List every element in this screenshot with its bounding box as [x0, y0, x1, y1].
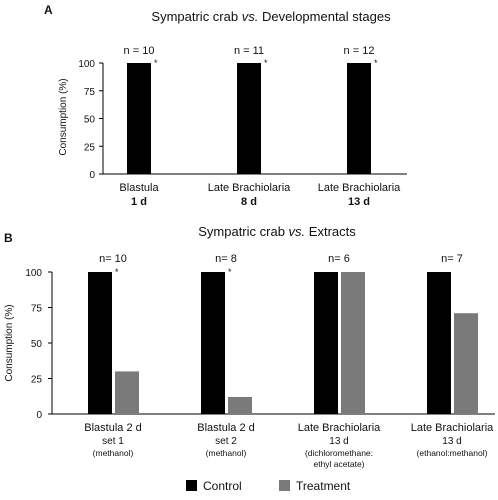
panel-a-x-tick-sublabel: 8 d	[241, 196, 257, 208]
panel-a-y-tick-label: 75	[84, 87, 96, 98]
panel-a-n-label: n = 12	[344, 45, 375, 57]
panel-b-bar-control	[427, 272, 451, 414]
panel-a-x-tick-sublabel: 13 d	[348, 196, 370, 208]
panel-b-n-label: n= 6	[328, 253, 350, 265]
panel-b-bar-treatment	[228, 396, 252, 414]
panel-a-letter: A	[44, 3, 53, 17]
panel-a-significance-marker: *	[374, 58, 378, 68]
legend: Control Treatment	[186, 479, 351, 493]
panel-b-title: Sympatric crab vs. Extracts	[198, 224, 356, 239]
panel-a-y-axis-label: Consumption (%)	[58, 78, 69, 155]
panel-a-x-tick-sublabel: 1 d	[131, 196, 147, 208]
panel-a-n-label: n = 11	[234, 45, 264, 57]
panel-b-x-tick-extract: (ethanol:methanol)	[417, 448, 488, 458]
panel-b-n-label: n= 8	[215, 253, 237, 265]
panel-b-x-tick-sublabel: set 2	[215, 436, 237, 447]
panel-b-x-tick-label: Blastula 2 d	[197, 422, 254, 434]
panel-a-n-label: n = 10	[124, 45, 155, 57]
panel-b-y-axis-label: Consumption (%)	[4, 304, 15, 381]
panel-b-bar-treatment	[454, 313, 478, 414]
panel-a-significance-marker: *	[264, 58, 268, 68]
panel-b-bar-control	[88, 272, 112, 414]
panel-a-bar-control	[237, 63, 261, 174]
legend-swatch-treatment	[279, 480, 290, 491]
panel-b-n-label: n= 10	[99, 253, 127, 265]
panel-b-y-tick-label: 25	[31, 375, 43, 386]
panel-a-x-tick-label: Blastula	[119, 182, 159, 194]
panel-a-y-tick-label: 50	[84, 115, 96, 126]
panel-a-significance-marker: *	[154, 58, 158, 68]
panel-a-y-tick-label: 100	[78, 59, 95, 70]
panel-b-x-tick-sublabel: set 1	[102, 436, 124, 447]
legend-swatch-control	[186, 480, 197, 491]
panel-b-x-tick-label: Late Brachiolaria	[298, 422, 381, 434]
legend-label-control: Control	[203, 479, 242, 493]
panel-b-y-tick-label: 75	[31, 304, 43, 315]
panel-a-title: Sympatric crab vs. Developmental stages	[151, 9, 391, 24]
panel-b-significance-marker: *	[228, 267, 232, 277]
panel-b-x-tick-label: Late Brachiolaria	[411, 422, 494, 434]
panel-b-bar-treatment	[341, 272, 365, 414]
panel-b-x-tick-sublabel: 13 d	[329, 436, 348, 447]
panel-a-x-tick-label: Late Brachiolaria	[208, 182, 291, 194]
panel-b-bar-control	[201, 272, 225, 414]
panel-b-bar-control	[314, 272, 338, 414]
panel-b-y-tick-label: 50	[31, 339, 43, 350]
panel-a: A Sympatric crab vs. Developmental stage…	[44, 3, 407, 208]
panel-a-y-tick-label: 25	[84, 142, 96, 153]
panel-b-letter: B	[4, 231, 13, 245]
panel-b-x-tick-sublabel: 13 d	[442, 436, 461, 447]
panel-b-x-tick-extract: (methanol)	[206, 448, 247, 458]
panel-b-significance-marker: *	[115, 267, 119, 277]
panel-b-x-tick-extract: (methanol)	[93, 448, 134, 458]
panel-b-y-tick-label: 100	[25, 268, 42, 279]
legend-label-treatment: Treatment	[296, 479, 351, 493]
panel-b-y-tick-label: 0	[36, 410, 42, 421]
panel-b-bar-treatment	[115, 371, 139, 414]
panel-b: B Sympatric crab vs. Extracts Consumptio…	[4, 224, 495, 469]
panel-a-bar-control	[127, 63, 151, 174]
panel-a-x-tick-label: Late Brachiolaria	[318, 182, 401, 194]
panel-b-x-tick-label: Blastula 2 d	[84, 422, 141, 434]
panel-b-x-tick-extract: (dichloromethane:	[305, 448, 373, 458]
panel-b-x-tick-extract-2: ethyl acetate)	[313, 459, 364, 469]
panel-b-n-label: n= 7	[441, 253, 463, 265]
panel-a-bar-control	[347, 63, 371, 174]
panel-a-y-tick-label: 0	[89, 170, 95, 181]
